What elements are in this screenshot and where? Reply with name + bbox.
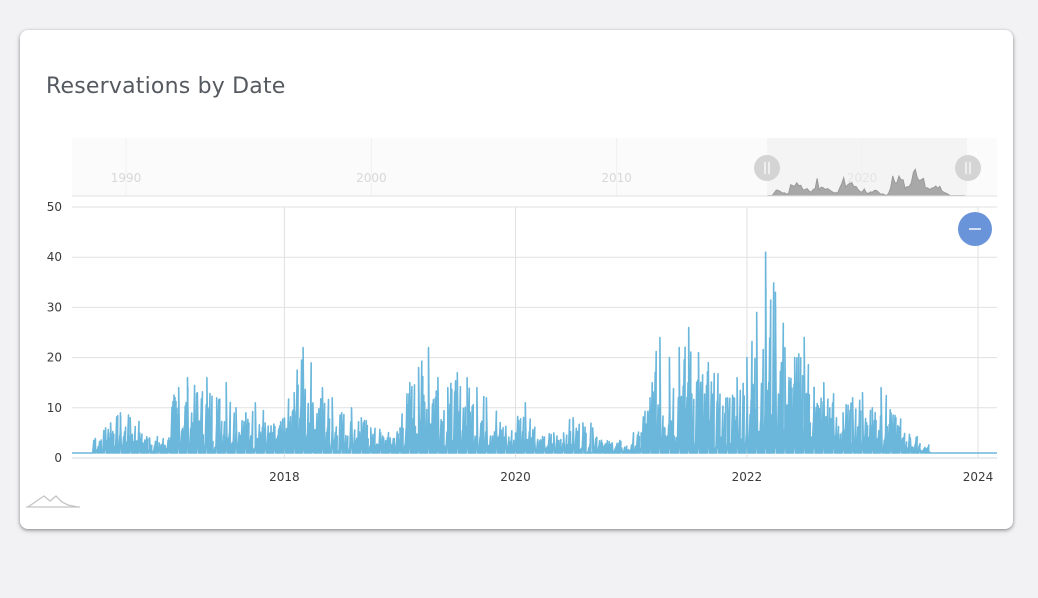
x-axis-tick-labels: 2018 2020 2022 2024 — [269, 470, 993, 484]
chart-title: Reservations by Date — [46, 74, 286, 99]
x-tick-label: 2024 — [963, 470, 994, 484]
x-tick-label: 2018 — [269, 470, 300, 484]
y-tick-label: 30 — [47, 300, 62, 314]
navigator-area — [767, 168, 965, 197]
navigator-tick-label: 1990 — [111, 171, 142, 185]
y-tick-label: 40 — [47, 250, 62, 264]
x-tick-label: 2020 — [500, 470, 531, 484]
y-tick-label: 20 — [47, 351, 62, 365]
y-tick-label: 10 — [47, 401, 62, 415]
y-tick-label: 50 — [47, 200, 62, 214]
reset-zoom-button[interactable] — [958, 212, 992, 246]
area-mountain-icon[interactable] — [26, 495, 80, 508]
series-line[interactable] — [72, 251, 998, 454]
navigator-tick-label: 2000 — [356, 171, 387, 185]
chart-card: Reservations by Date 1990200020102020 — [20, 30, 1013, 529]
navigator-handle-left[interactable] — [754, 155, 780, 181]
navigator[interactable]: 1990200020102020 — [72, 138, 997, 197]
navigator-handle-right[interactable] — [955, 155, 981, 181]
y-tick-label: 0 — [54, 451, 62, 465]
navigator-tick-label: 2010 — [601, 171, 632, 185]
plot-area: 0 10 20 30 40 50 2018 2020 2022 2024 — [47, 200, 998, 484]
y-axis-tick-labels: 0 10 20 30 40 50 — [47, 200, 62, 465]
x-tick-label: 2022 — [732, 470, 763, 484]
